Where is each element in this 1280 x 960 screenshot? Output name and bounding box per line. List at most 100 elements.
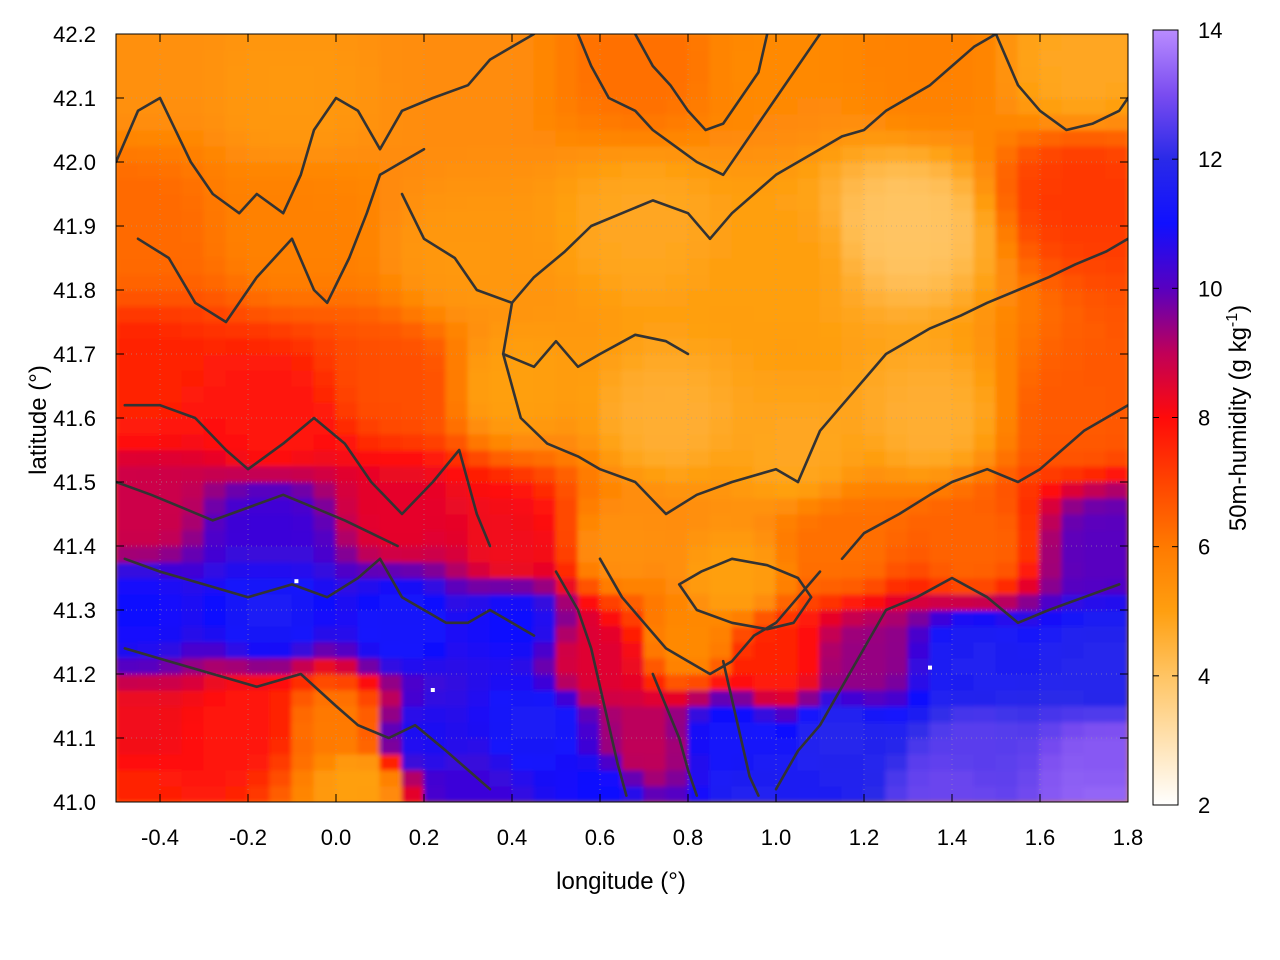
heatmap-cell (1105, 449, 1128, 467)
heatmap-cell (423, 785, 447, 802)
heatmap-cell (731, 49, 755, 67)
heatmap-cell (555, 225, 579, 243)
heatmap-cell (247, 785, 271, 802)
heatmap-cell (467, 113, 491, 131)
heatmap-cell (577, 321, 601, 339)
heatmap-cell (379, 289, 403, 307)
heatmap-cell (885, 497, 909, 515)
heatmap-cell (841, 689, 865, 707)
heatmap-cell (159, 689, 183, 707)
heatmap-cell (951, 497, 975, 515)
heatmap-cell (621, 129, 645, 147)
heatmap-cell (335, 593, 359, 611)
heatmap-cell (577, 689, 601, 707)
heatmap-cell (885, 785, 909, 802)
heatmap-cell (797, 337, 821, 355)
heatmap-cell (929, 737, 953, 755)
heatmap-cell (577, 497, 601, 515)
heatmap-cell (467, 481, 491, 499)
heatmap-cell (423, 34, 447, 51)
heatmap-cell (753, 705, 777, 723)
heatmap-cell (731, 161, 755, 179)
heatmap-cell (907, 385, 931, 403)
heatmap-cell (181, 417, 205, 435)
heatmap-cell (533, 129, 557, 147)
heatmap-cell (577, 305, 601, 323)
heatmap-cell (159, 81, 183, 99)
heatmap-cell (951, 689, 975, 707)
heatmap-cell (577, 433, 601, 451)
heatmap-cell (621, 113, 645, 131)
heatmap-cell (1105, 225, 1128, 243)
heatmap-cell (181, 129, 205, 147)
heatmap-cell (511, 673, 535, 691)
heatmap-cell (291, 305, 315, 323)
heatmap-cell (929, 561, 953, 579)
heatmap-cell (1083, 369, 1107, 387)
heatmap-cell (995, 241, 1019, 259)
heatmap-cell (116, 321, 139, 339)
heatmap-cell (775, 657, 799, 675)
heatmap-cell (709, 513, 733, 531)
heatmap-cell (863, 705, 887, 723)
heatmap-cell (379, 753, 403, 771)
heatmap-cell (885, 593, 909, 611)
heatmap-cell (335, 721, 359, 739)
heatmap-cell (951, 273, 975, 291)
heatmap-cell (511, 641, 535, 659)
heatmap-cell (929, 113, 953, 131)
heatmap-cell (819, 721, 843, 739)
heatmap-cell (929, 753, 953, 771)
heatmap-cell (1083, 353, 1107, 371)
heatmap-cell (621, 593, 645, 611)
heatmap-cell (709, 465, 733, 483)
heatmap-cell (116, 721, 139, 739)
heatmap-cell (335, 769, 359, 787)
heatmap-cell (313, 321, 337, 339)
heatmap-cell (511, 497, 535, 515)
heatmap-cell (907, 641, 931, 659)
heatmap-cell (577, 481, 601, 499)
heatmap-cell (159, 369, 183, 387)
heatmap-cell (269, 113, 293, 131)
heatmap-cell (973, 769, 997, 787)
heatmap-cell (555, 161, 579, 179)
heatmap-cell (577, 513, 601, 531)
heatmap-cell (511, 145, 535, 163)
heatmap-cell (577, 545, 601, 563)
heatmap-cell (291, 49, 315, 67)
heatmap-cell (247, 113, 271, 131)
heatmap-cell (555, 65, 579, 83)
heatmap-cell (291, 449, 315, 467)
heatmap-cell (1083, 753, 1107, 771)
heatmap-cell (775, 481, 799, 499)
heatmap-cell (621, 609, 645, 627)
heatmap-cell (709, 433, 733, 451)
heatmap-cell (819, 321, 843, 339)
heatmap-cell (863, 129, 887, 147)
heatmap-cell (885, 209, 909, 227)
heatmap-cell (753, 401, 777, 419)
heatmap-cell (797, 49, 821, 67)
heatmap-cell (665, 145, 689, 163)
heatmap-cell (401, 657, 425, 675)
heatmap-cell (357, 625, 381, 643)
heatmap-cell (819, 657, 843, 675)
heatmap-cell (885, 193, 909, 211)
contour-line (123, 557, 536, 637)
heatmap-cell (181, 225, 205, 243)
heatmap-cell (819, 177, 843, 195)
heatmap-cell (577, 625, 601, 643)
heatmap-cell (225, 145, 249, 163)
heatmap-cell (973, 129, 997, 147)
heatmap-cell (137, 657, 161, 675)
heatmap-cell (511, 65, 535, 83)
heatmap-cell (577, 177, 601, 195)
heatmap-cell (511, 257, 535, 275)
heatmap-cell (599, 34, 623, 51)
heatmap-cell (357, 417, 381, 435)
heatmap-cell (797, 34, 821, 51)
heatmap-cell (313, 657, 337, 675)
heatmap-cell (116, 465, 139, 483)
